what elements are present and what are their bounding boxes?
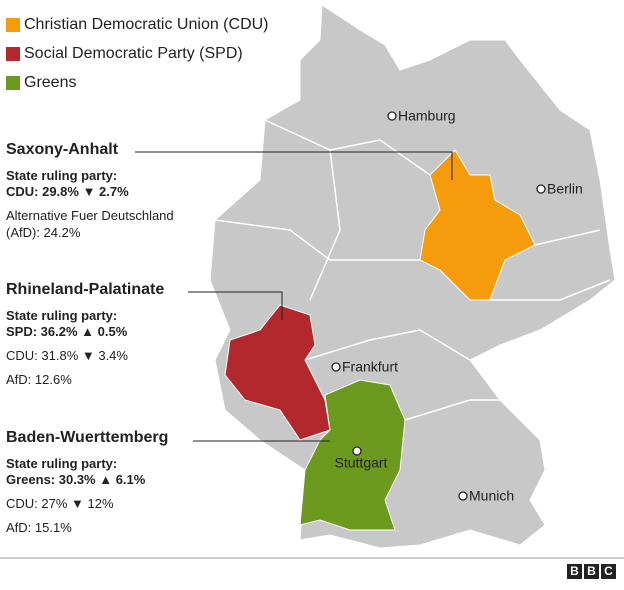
other-result: CDU: 31.8% ▼ 3.4% <box>6 348 128 363</box>
city-label: Berlin <box>547 181 583 197</box>
legend: Christian Democratic Union (CDU) Social D… <box>6 10 269 97</box>
state-name: Rhineland-Palatinate <box>6 281 168 299</box>
other-result: AfD: 12.6% <box>6 372 72 387</box>
logo-letter: B <box>567 564 582 579</box>
state-panel: Baden-Wuerttemberg State ruling party: Gre… <box>6 429 206 536</box>
ruling-heading: State ruling party: <box>6 456 118 471</box>
ruling-result: CDU: 29.8% ▼ 2.7% <box>6 184 129 199</box>
state-name: Baden-Wuerttemberg <box>6 429 172 447</box>
state-borders <box>214 119 611 421</box>
legend-label: Social Democratic Party (SPD) <box>24 44 243 62</box>
legend-label: Christian Democratic Union (CDU) <box>24 15 269 33</box>
legend-item: Social Democratic Party (SPD) <box>6 39 269 68</box>
logo-letter: C <box>601 564 616 579</box>
baden-wuerttemberg-shape <box>299 379 406 531</box>
other-result: CDU: 27% ▼ 12% <box>6 496 114 511</box>
germany <box>209 4 616 549</box>
legend-item: Greens <box>6 68 269 97</box>
saxony-anhalt-shape <box>419 149 536 301</box>
legend-item: Christian Democratic Union (CDU) <box>6 10 269 39</box>
city-label: Frankfurt <box>342 359 398 375</box>
state-panel: Saxony-Anhalt State ruling party: CDU: 29.… <box>6 141 206 241</box>
other-result: AfD: 15.1% <box>6 520 72 535</box>
ruling-result: SPD: 36.2% ▲ 0.5% <box>6 324 128 339</box>
city-markers <box>331 111 546 501</box>
state-name: Saxony-Anhalt <box>6 141 122 159</box>
ruling-heading: State ruling party: <box>6 308 118 323</box>
other-result: Alternative Fuer Deutschland (AfD): 24.2… <box>6 208 174 240</box>
ruling-result: Greens: 30.3% ▲ 6.1% <box>6 472 146 487</box>
legend-swatch <box>6 17 20 32</box>
city-label: Hamburg <box>398 108 456 124</box>
callouts <box>135 151 453 442</box>
ruling-heading: State ruling party: <box>6 168 118 183</box>
legend-swatch <box>6 46 20 61</box>
legend-label: Greens <box>24 73 77 91</box>
city-label: Munich <box>469 488 514 504</box>
rhineland-palatinate-shape <box>224 304 331 441</box>
state-panel: Rhineland-Palatinate State ruling party: S… <box>6 281 206 388</box>
city-label: Stuttgart <box>335 455 388 471</box>
legend-swatch <box>6 75 20 90</box>
logo-letter: B <box>584 564 599 579</box>
